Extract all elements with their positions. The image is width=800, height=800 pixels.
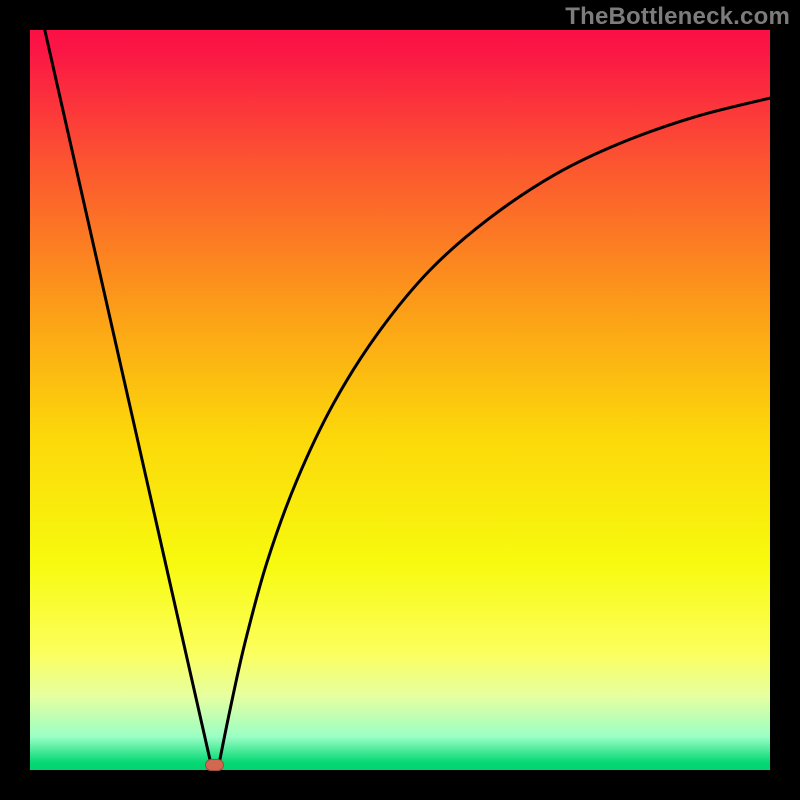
- minimum-marker: [205, 759, 223, 771]
- bottleneck-curve: [30, 30, 770, 770]
- plot-area: [30, 30, 770, 770]
- watermark-text: TheBottleneck.com: [565, 3, 790, 31]
